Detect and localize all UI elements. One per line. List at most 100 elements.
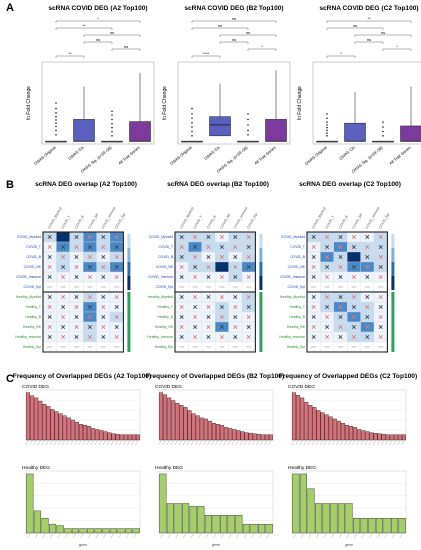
significance-label: ns [124,44,128,49]
boxplot-tick-label: GWAS Cis [203,145,221,161]
barchart-xlabel: gene [212,543,220,547]
significance-bracket [219,34,277,37]
boxplot-tick-label: GWAS Original [169,145,193,166]
cell-dash-mark [338,346,343,348]
covid-bar [203,418,208,441]
covid-bar [308,405,313,441]
cell-x-mark [61,335,66,339]
covid-tick-label-mark [311,440,315,446]
healthy-bar [383,518,391,534]
cell-x-mark [246,305,251,309]
cell-x-mark [325,325,330,329]
cell-x-mark [206,295,211,299]
heatmap-title: scRNA DEG overlap (A2 Top100) [35,181,137,188]
box-outlier [382,130,384,133]
cell-x-mark [101,235,106,239]
covid-tick-label-mark [25,440,29,446]
covid-tick-label-mark [199,440,202,446]
healthy-bar [337,503,345,534]
covid-bar [207,420,212,441]
healthy-bar [360,518,368,534]
box-outlier [191,107,193,110]
cell-x-mark [351,335,356,339]
covid-row-label: COVID_Epi [23,285,41,289]
cell-x-mark [47,275,52,279]
cell-x-mark [74,325,79,329]
cell-x-mark [325,295,330,299]
healthy-tick-label-mark [182,533,186,539]
barchart-xlabel: gene [345,543,353,547]
covid-row-label: COVID_Epi [155,285,173,289]
covid-bar [211,422,216,441]
heatmap-color-scale [259,234,263,248]
cell-dash-mark [338,286,343,288]
healthy-tick-label-mark [42,533,46,539]
cell-x-mark [233,275,238,279]
cell-dash-mark [364,346,370,348]
cell-x-mark [325,335,330,339]
healthy-bar [292,473,300,534]
healthy-row-label: Healthy_Immune [147,335,173,339]
cell-x-mark [311,325,316,329]
healthy-row-label: Healthy_B [157,315,173,319]
box-outlier [55,119,57,121]
cell-x-mark [193,325,198,329]
box-outlier [55,102,57,104]
boxplot-tick-label: GWAS Sig. (p<5E-08) [79,145,113,174]
cell-x-mark [47,335,52,339]
healthy-bar [391,518,399,534]
covid-tick-label-mark [356,440,360,446]
heatmap-color-scale [391,248,395,262]
cell-dash-mark [378,346,384,348]
cell-dash-mark [311,346,317,348]
cell-x-mark [193,245,198,249]
boxplot-tick-label: All Trait Genes [117,145,140,166]
cell-dash-mark [179,286,185,288]
covid-bar [256,434,261,441]
cell-x-mark [179,295,184,299]
cell-x-mark [233,335,238,339]
covid-bar [264,434,269,441]
cell-x-mark [114,235,119,239]
covid-bar [83,425,88,441]
cell-x-mark [87,305,92,309]
cell-x-mark [378,235,383,239]
healthy-bar [71,528,79,534]
cell-x-mark [61,325,66,329]
covid-bar [95,429,100,441]
significance-label: ns [232,37,236,42]
box-outlier [247,129,249,132]
cell-x-mark [246,315,251,319]
cell-x-mark [219,255,224,259]
covid-row-label: COVID_B [290,255,306,259]
cell-dash-mark [324,286,330,288]
cell-x-mark [206,305,211,309]
cell-x-mark [179,235,184,239]
box-outlier [191,117,193,120]
covid-tick-label-mark [114,440,118,446]
significance-label: **** [203,51,210,56]
significance-label: ns [232,16,236,21]
cell-x-mark [311,265,316,269]
cell-dash-mark [47,286,53,288]
significance-bracket [55,27,113,30]
cell-x-mark [351,305,356,309]
healthy-bar [398,518,406,534]
cell-x-mark [206,315,211,319]
cell-dash-mark [311,286,317,288]
cell-x-mark [246,325,251,329]
covid-tick-label-mark [397,440,401,446]
cell-x-mark [219,325,224,329]
cell-x-mark [47,235,52,239]
boxplot-tick-label: GWAS Cis [67,145,85,161]
healthy-row-label: Healthy_Epi [287,345,306,349]
significance-bracket [247,48,277,51]
cell-x-mark [246,245,251,249]
cell-x-mark [325,265,330,269]
covid-bar [220,425,225,441]
healthy-bar [197,506,205,534]
healthy-bar [220,515,228,534]
cell-x-mark [338,245,343,249]
healthy-tick-label-mark [87,533,91,539]
